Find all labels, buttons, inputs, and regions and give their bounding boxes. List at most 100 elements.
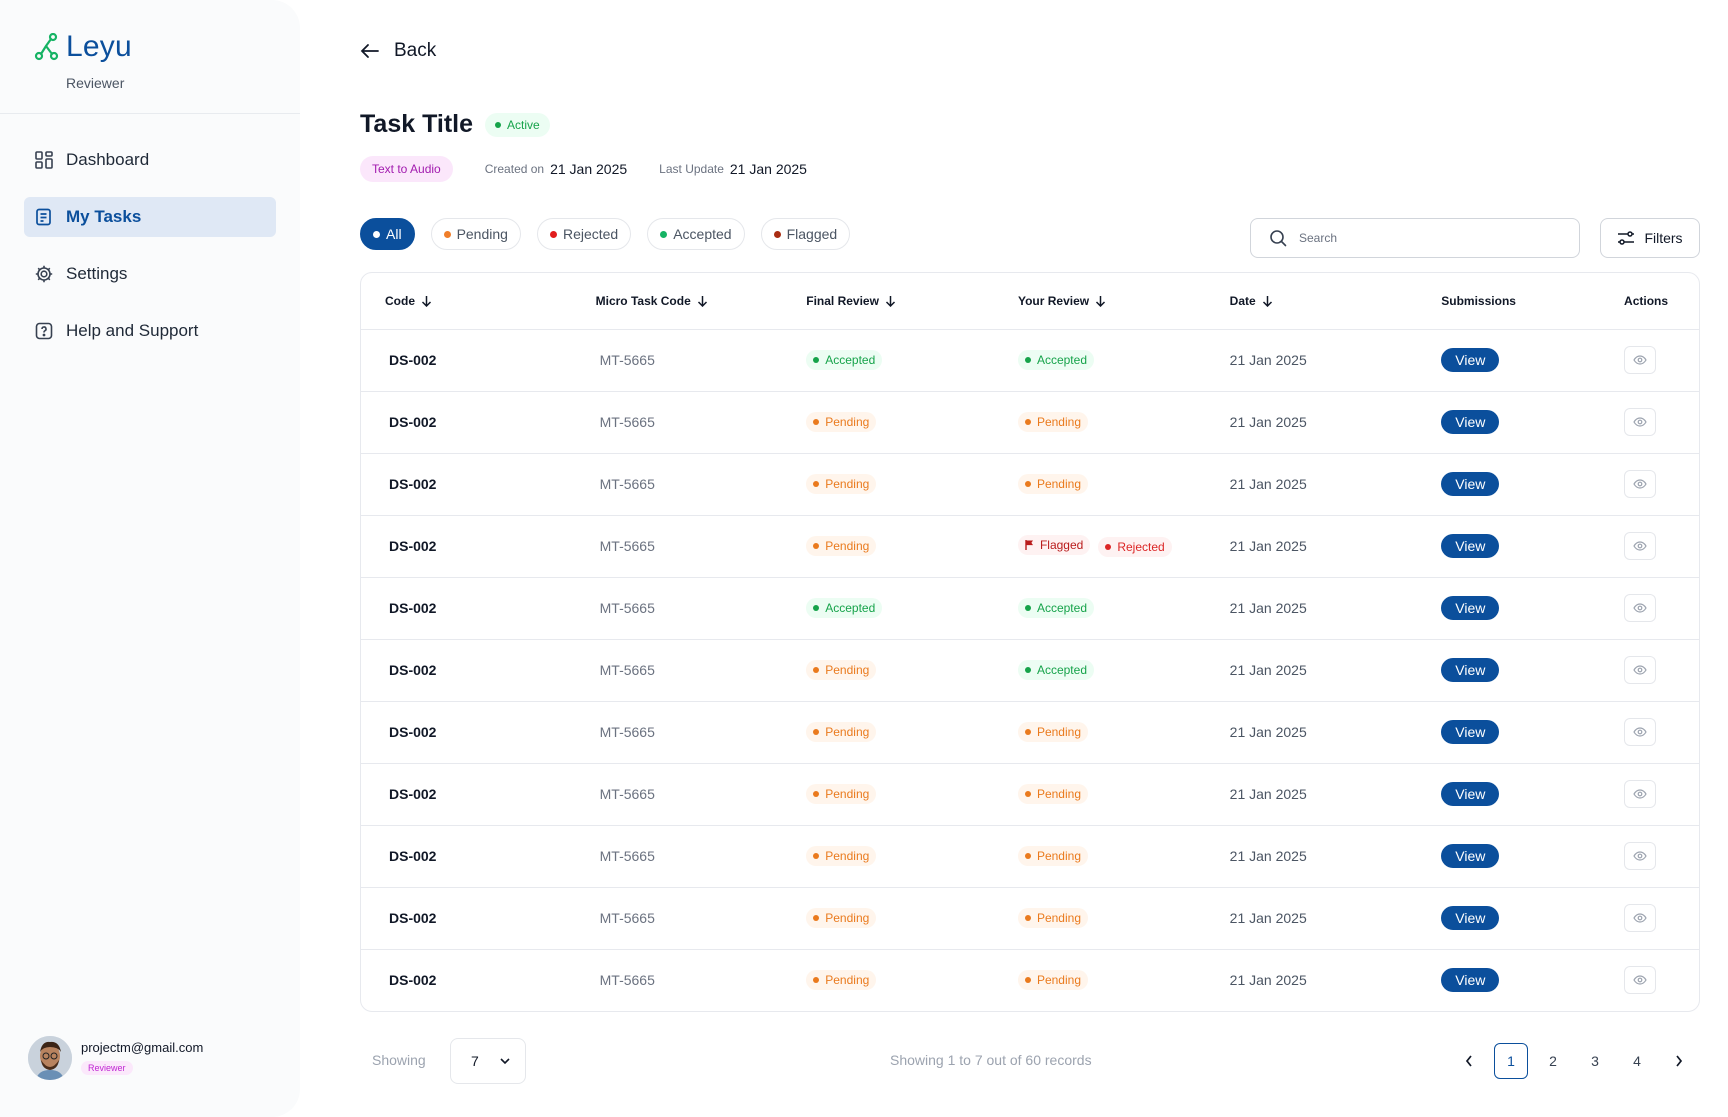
view-button[interactable]: View [1441, 534, 1500, 558]
row-action-button[interactable] [1624, 408, 1657, 436]
page-button-2[interactable]: 2 [1549, 1053, 1557, 1069]
table-row[interactable]: DS-002 MT-5665 Pending Pending 21 Jan 2025 Vi… [361, 825, 1699, 888]
column-header-your-review[interactable]: Your Review [993, 273, 1206, 330]
status-dot [813, 605, 820, 611]
column-header-final-review[interactable]: Final Review [782, 273, 994, 330]
sidebar-item-label: Settings [66, 264, 128, 283]
search-input[interactable] [1299, 231, 1549, 245]
tab-all[interactable]: All [360, 218, 415, 250]
arrow-left-icon [360, 44, 379, 58]
table-row[interactable]: DS-002 MT-5665 Accepted Accepted 21 Jan 2025… [361, 329, 1699, 392]
cell-your-review: Pending [993, 391, 1206, 454]
sidebar-item-dashboard[interactable]: Dashboard [24, 140, 276, 180]
column-header-code[interactable]: Code [361, 273, 572, 330]
row-action-button[interactable] [1624, 966, 1657, 995]
page-button-4[interactable]: 4 [1633, 1053, 1641, 1069]
view-button[interactable]: View [1441, 782, 1500, 806]
sidebar-item-my-tasks[interactable]: My Tasks [24, 197, 276, 237]
tab-rejected[interactable]: Rejected [536, 218, 632, 250]
sidebar-item-label: My Tasks [66, 207, 142, 226]
view-button[interactable]: View [1441, 968, 1500, 993]
cell-code: DS-002 [361, 329, 572, 392]
cell-submissions: View [1417, 577, 1601, 640]
table-row[interactable]: DS-002 MT-5665 Accepted Accepted 21 Jan 2025… [361, 577, 1699, 640]
column-header-micro-task-code[interactable]: Micro Task Code [571, 273, 783, 330]
sidebar-item-settings[interactable]: Settings [24, 254, 276, 294]
view-button[interactable]: View [1441, 596, 1500, 620]
tab-dot [773, 230, 781, 238]
status-badge: Accepted [806, 350, 883, 370]
per-page-select[interactable]: 7 [450, 1038, 526, 1084]
sidebar-item-help[interactable]: Help and Support [24, 311, 276, 351]
view-button[interactable]: View [1441, 410, 1500, 434]
tab-accepted[interactable]: Accepted [647, 218, 745, 250]
chevron-right-icon [1676, 1055, 1683, 1067]
status-label: Pending [1036, 415, 1081, 429]
sidebar-nav: Dashboard My Tasks Settings Help and Sup… [24, 140, 276, 368]
search-box[interactable] [1250, 218, 1580, 258]
status-label: Pending [1036, 725, 1081, 739]
back-label: Back [394, 40, 437, 61]
row-action-button[interactable] [1624, 656, 1657, 684]
status-dot [1024, 357, 1031, 363]
table-row[interactable]: DS-002 MT-5665 Pending Flagged Rejected 21 Ja… [361, 515, 1699, 578]
prev-page-button[interactable] [1452, 1043, 1486, 1079]
column-header-date[interactable]: Date [1205, 273, 1418, 330]
back-button[interactable]: Back [360, 40, 436, 62]
filters-button[interactable]: Filters [1600, 218, 1700, 258]
row-action-button[interactable] [1624, 532, 1657, 560]
view-button[interactable]: View [1441, 348, 1500, 372]
row-action-button[interactable] [1624, 718, 1657, 746]
table-row[interactable]: DS-002 MT-5665 Pending Pending 21 Jan 2025 Vi… [361, 887, 1699, 950]
brand-subtitle: Reviewer [66, 75, 125, 91]
row-action-button[interactable] [1624, 780, 1657, 808]
table-row[interactable]: DS-002 MT-5665 Pending Accepted 21 Jan 2025 V… [361, 639, 1699, 702]
tab-pending[interactable]: Pending [430, 218, 521, 250]
table-row[interactable]: DS-002 MT-5665 Pending Pending 21 Jan 2025 Vi… [361, 701, 1699, 764]
status-label: Accepted [825, 353, 876, 367]
cell-final-review: Pending [782, 639, 994, 702]
brand[interactable]: Leyu Reviewer [34, 30, 132, 91]
column-label: Actions [1624, 293, 1669, 308]
row-action-button[interactable] [1624, 346, 1657, 374]
status-badge: Pending [1017, 784, 1088, 804]
row-action-button[interactable] [1624, 470, 1657, 498]
cell-micro-task-code: MT-5665 [571, 577, 783, 640]
status-dot [1024, 605, 1031, 611]
table-row[interactable]: DS-002 MT-5665 Pending Pending 21 Jan 2025 Vi… [361, 949, 1699, 1011]
view-button[interactable]: View [1441, 472, 1500, 496]
status-badge: Accepted [1017, 660, 1094, 680]
arrow-down-icon [1262, 295, 1272, 307]
page-button-1[interactable]: 1 [1494, 1043, 1528, 1079]
view-button[interactable]: View [1441, 658, 1500, 682]
row-action-button[interactable] [1624, 842, 1657, 870]
cell-micro-task-code: MT-5665 [571, 825, 783, 888]
cell-date: 21 Jan 2025 [1205, 825, 1418, 888]
cell-your-review: Accepted [993, 329, 1206, 392]
cell-actions [1600, 515, 1699, 578]
status-badge: Accepted [1017, 598, 1094, 618]
user-email: projectm@gmail.com [81, 1040, 204, 1055]
tab-flagged[interactable]: Flagged [760, 218, 851, 250]
status-label: Pending [825, 539, 870, 553]
status-dot [1024, 667, 1031, 673]
table-row[interactable]: DS-002 MT-5665 Pending Pending 21 Jan 2025 Vi… [361, 763, 1699, 826]
cell-actions [1600, 453, 1699, 516]
table-row[interactable]: DS-002 MT-5665 Pending Pending 21 Jan 2025 Vi… [361, 453, 1699, 516]
view-button[interactable]: View [1441, 720, 1500, 744]
row-action-button[interactable] [1624, 594, 1657, 622]
table-row[interactable]: DS-002 MT-5665 Pending Pending 21 Jan 2025 Vi… [361, 391, 1699, 454]
cell-submissions: View [1417, 887, 1601, 950]
page-title: Task Title [360, 110, 474, 138]
status-badge: Accepted [1017, 350, 1094, 370]
row-action-button[interactable] [1624, 904, 1657, 932]
cell-submissions: View [1417, 639, 1601, 702]
view-button[interactable]: View [1441, 906, 1500, 930]
view-button[interactable]: View [1441, 844, 1500, 868]
cell-code: DS-002 [361, 391, 572, 454]
cell-final-review: Pending [782, 391, 994, 454]
tab-label: Pending [456, 226, 508, 242]
next-page-button[interactable] [1662, 1043, 1696, 1079]
user-profile[interactable]: projectm@gmail.com Reviewer [28, 1036, 203, 1080]
page-button-3[interactable]: 3 [1591, 1053, 1599, 1069]
